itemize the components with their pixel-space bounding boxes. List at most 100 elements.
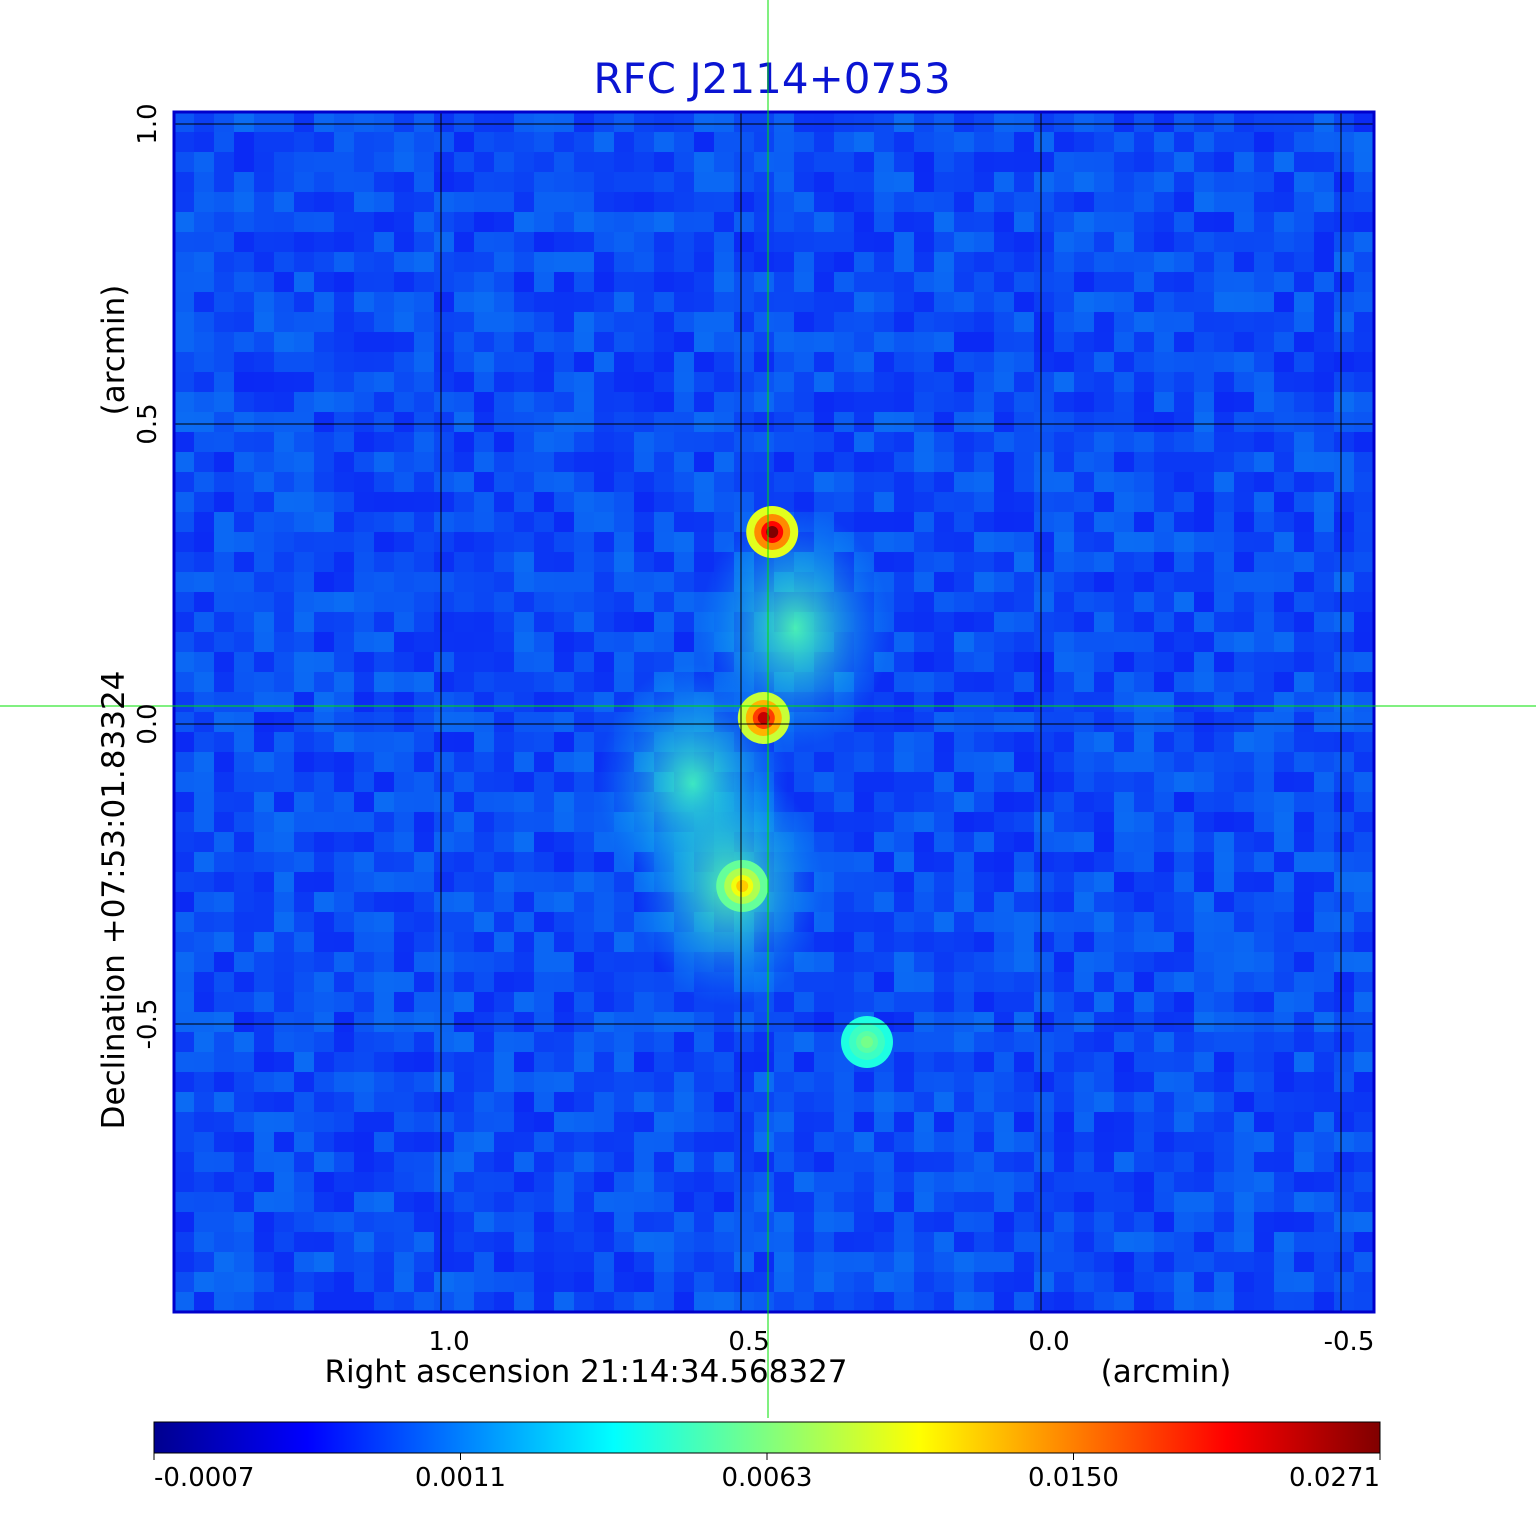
noise-cell [414,392,434,412]
noise-cell [1334,232,1354,252]
noise-cell [414,132,434,152]
noise-cell [514,432,534,452]
noise-cell [354,372,374,392]
noise-cell [234,1032,254,1052]
noise-cell [194,512,214,532]
noise-cell [514,1152,534,1172]
noise-cell [1074,292,1094,312]
noise-cell [1194,1112,1214,1132]
noise-cell [954,1012,974,1032]
noise-cell [414,1032,434,1052]
noise-cell [1094,632,1114,652]
noise-cell [1154,632,1174,652]
noise-cell [254,692,274,712]
noise-cell [1154,412,1174,432]
noise-cell [1234,192,1254,212]
noise-cell [1234,592,1254,612]
noise-cell [214,452,234,472]
noise-cell [474,752,494,772]
noise-cell [414,872,434,892]
noise-cell [994,832,1014,852]
noise-cell [1354,1232,1374,1252]
noise-cell [1334,772,1354,792]
noise-cell [194,332,214,352]
noise-cell [1294,332,1314,352]
noise-cell [494,1292,514,1312]
noise-cell [714,112,734,132]
noise-cell [1074,332,1094,352]
noise-cell [854,792,874,812]
noise-cell [454,852,474,872]
noise-cell [1314,1012,1334,1032]
noise-cell [1354,812,1374,832]
noise-cell [1294,472,1314,492]
noise-cell [1174,1032,1194,1052]
noise-cell [1214,252,1234,272]
noise-cell [774,1152,794,1172]
noise-cell [414,252,434,272]
noise-cell [374,752,394,772]
noise-cell [1314,1172,1334,1192]
noise-cell [1114,492,1134,512]
noise-cell [614,532,634,552]
noise-cell [594,672,614,692]
noise-cell [174,1252,194,1272]
noise-cell [1354,312,1374,332]
noise-cell [834,1272,854,1292]
noise-cell [174,832,194,852]
noise-cell [1234,612,1254,632]
noise-cell [654,452,674,472]
noise-cell [894,332,914,352]
noise-cell [1214,492,1234,512]
noise-cell [1094,372,1114,392]
noise-cell [234,1272,254,1292]
noise-cell [534,352,554,372]
noise-cell [694,172,714,192]
noise-cell [434,272,454,292]
noise-cell [634,312,654,332]
noise-cell [214,812,234,832]
noise-cell [1094,212,1114,232]
noise-cell [214,512,234,532]
noise-cell [1294,972,1314,992]
source-point [766,526,779,538]
noise-cell [1154,352,1174,372]
noise-cell [214,712,234,732]
noise-cell [774,392,794,412]
noise-cell [1074,272,1094,292]
noise-cell [494,1052,514,1072]
noise-cell [914,132,934,152]
noise-cell [1034,672,1054,692]
noise-cell [574,1152,594,1172]
noise-cell [954,272,974,292]
noise-cell [314,172,334,192]
noise-cell [694,332,714,352]
noise-cell [794,1052,814,1072]
noise-cell [914,892,934,912]
noise-cell [1154,512,1174,532]
noise-cell [354,352,374,372]
noise-cell [714,1172,734,1192]
noise-cell [554,432,574,452]
noise-cell [854,712,874,732]
noise-cell [434,292,454,312]
noise-cell [1354,472,1374,492]
noise-cell [1174,572,1194,592]
noise-cell [1214,1212,1234,1232]
plot-area [174,112,1374,1312]
noise-cell [954,352,974,372]
noise-cell [554,1172,574,1192]
noise-cell [1074,472,1094,492]
noise-cell [854,852,874,872]
noise-cell [974,772,994,792]
noise-cell [1074,1072,1094,1092]
noise-cell [454,1072,474,1092]
noise-cell [774,1092,794,1112]
noise-cell [1354,352,1374,372]
noise-cell [1274,832,1294,852]
noise-cell [974,372,994,392]
noise-cell [814,352,834,372]
noise-cell [1174,392,1194,412]
noise-cell [894,192,914,212]
noise-cell [1014,632,1034,652]
